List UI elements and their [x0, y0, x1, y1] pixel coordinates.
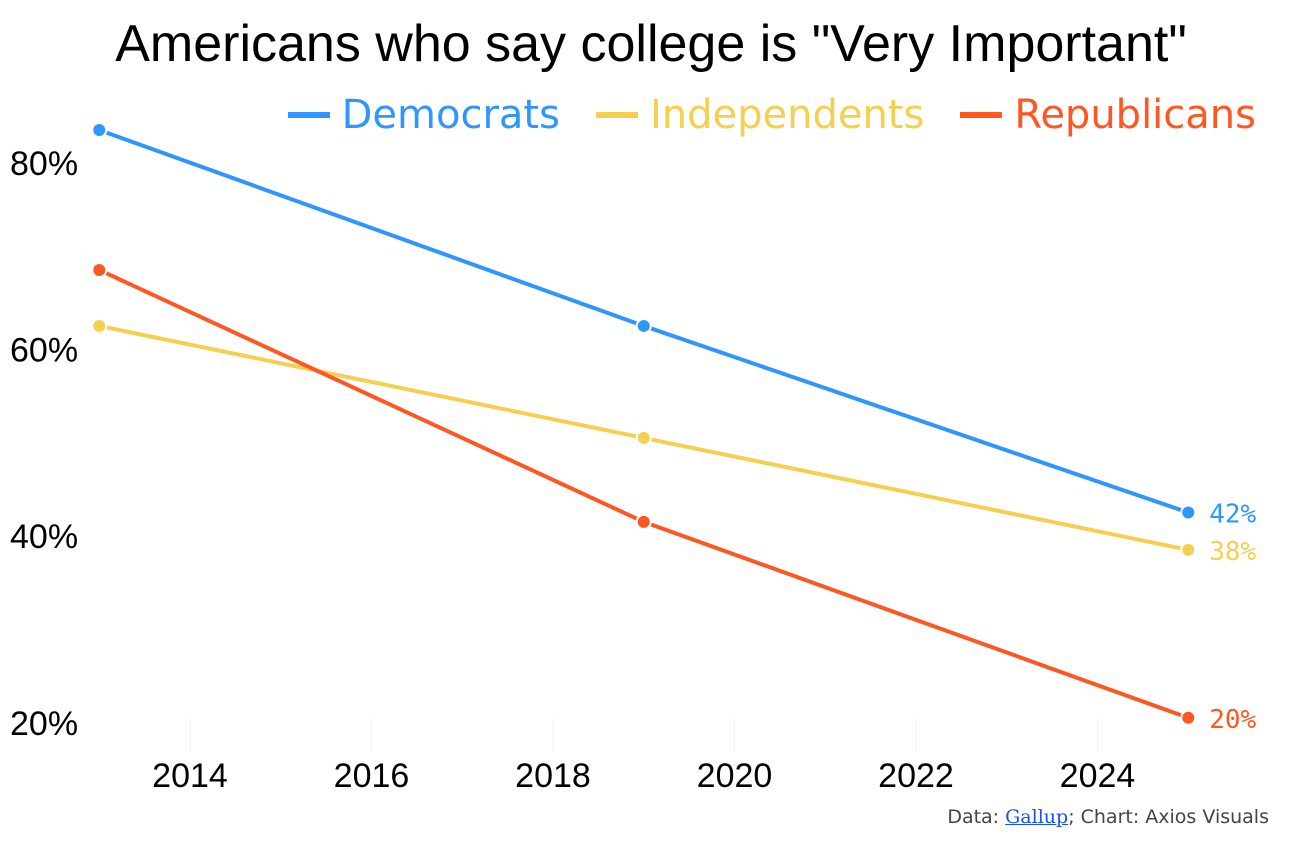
- x-tick-label: 2024: [1060, 757, 1136, 795]
- y-tick-label: 60%: [10, 332, 78, 370]
- data-point: [1180, 709, 1197, 726]
- y-tick-label: 20%: [10, 705, 78, 743]
- legend-swatch: [595, 112, 638, 118]
- legend: Democrats Independents Republicans: [287, 92, 1256, 138]
- series-line-republicans: [98, 268, 1189, 720]
- data-point: [91, 122, 108, 139]
- end-value-label: 20%: [1209, 705, 1256, 735]
- x-tick-label: 2020: [697, 757, 773, 795]
- chart-title: Americans who say college is "Very Impor…: [115, 15, 1187, 73]
- legend-label: Democrats: [341, 92, 560, 138]
- legend-label: Independents: [649, 92, 925, 138]
- data-point: [91, 317, 108, 334]
- gallup-link[interactable]: Gallup: [1005, 806, 1069, 828]
- end-value-label: 38%: [1209, 537, 1256, 567]
- legend-swatch: [960, 112, 1003, 118]
- legend-swatch: [287, 112, 330, 118]
- legend-item-republicans: Republicans: [960, 92, 1256, 138]
- y-tick-label: 80%: [10, 145, 78, 183]
- legend-item-democrats: Democrats: [287, 92, 560, 138]
- source-caption: Data: Gallup; Chart: Axios Visuals: [947, 806, 1269, 828]
- data-point: [1180, 504, 1197, 521]
- data-point: [635, 429, 652, 446]
- end-value-label: 42%: [1209, 500, 1256, 530]
- x-tick-label: 2014: [152, 757, 228, 795]
- data-point: [91, 261, 108, 278]
- data-point: [635, 317, 652, 334]
- caption-suffix: ; Chart: Axios Visuals: [1068, 806, 1269, 828]
- data-point: [635, 513, 652, 530]
- caption-prefix: Data:: [947, 806, 1006, 828]
- x-tick-label: 2018: [515, 757, 591, 795]
- x-tick-label: 2022: [878, 757, 954, 795]
- legend-item-independents: Independents: [595, 92, 925, 138]
- data-point: [1180, 541, 1197, 558]
- legend-label: Republicans: [1014, 92, 1256, 138]
- x-tick-label: 2016: [334, 757, 410, 795]
- y-tick-label: 40%: [10, 518, 78, 556]
